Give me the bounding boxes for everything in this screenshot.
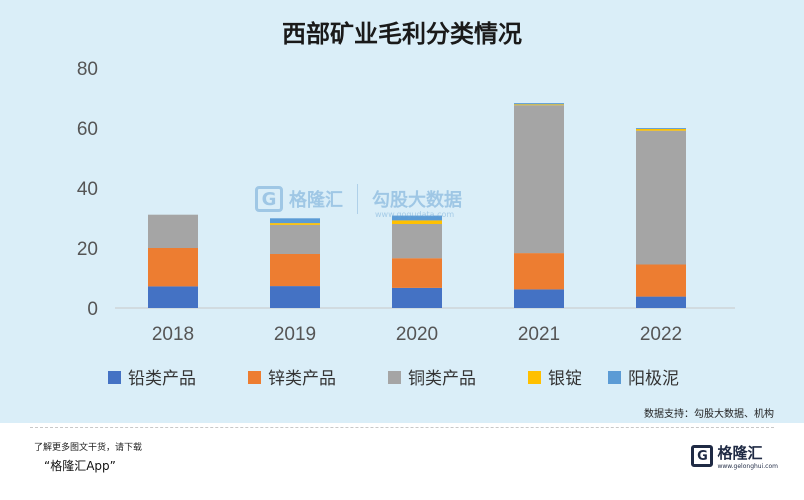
legend-label: 阳极泥 xyxy=(628,369,679,389)
bar-segment xyxy=(514,253,564,290)
bar-segment xyxy=(514,289,564,308)
y-tick-label: 20 xyxy=(77,239,98,260)
y-tick-label: 0 xyxy=(87,299,98,320)
brand-name: 格隆汇 xyxy=(717,444,763,462)
brand: G 格隆汇 www.gelonghui.com xyxy=(691,442,778,470)
legend-label: 铅类产品 xyxy=(128,369,196,389)
watermark-url: www.gogudata.com xyxy=(375,210,455,219)
bar-segment xyxy=(270,218,320,224)
legend-swatch xyxy=(388,371,401,384)
legend-label: 铜类产品 xyxy=(408,369,476,389)
legend-swatch xyxy=(248,371,261,384)
bar-segment xyxy=(148,286,198,308)
x-tick-label: 2022 xyxy=(640,324,682,345)
bar-segment xyxy=(392,215,442,221)
bar-segment xyxy=(514,105,564,254)
watermark: G 格隆汇 勾股大数据 xyxy=(255,184,462,214)
bar-segment xyxy=(636,130,686,265)
bar-segment xyxy=(270,254,320,287)
y-tick-label: 40 xyxy=(77,179,98,200)
watermark-logo-icon: G xyxy=(255,186,283,212)
x-tick-label: 2020 xyxy=(396,324,438,345)
bar-segment xyxy=(636,264,686,297)
legend-swatch xyxy=(608,371,621,384)
bar-segment xyxy=(636,128,686,129)
bar-segment xyxy=(392,258,442,288)
footer-app-name: “格隆汇App” xyxy=(44,459,116,473)
bar-segment xyxy=(514,103,564,105)
bar-segment xyxy=(270,224,320,254)
brand-logo-icon: G xyxy=(691,445,714,467)
watermark-name: 格隆汇 xyxy=(289,190,343,211)
bar-segment xyxy=(636,296,686,308)
footer-hint: 了解更多图文干货，请下载 xyxy=(34,443,143,453)
bar-segment xyxy=(636,128,686,131)
x-tick-label: 2021 xyxy=(518,324,560,345)
legend-label: 银锭 xyxy=(548,369,582,389)
data-source: 数据支持：勾股大数据、机构 xyxy=(644,409,774,420)
footer-divider xyxy=(30,427,774,428)
stacked-bar-chart: 0 20 40 60 80 2018 2019 2020 2021 2022 铅类产品 锌类产品 铜类产… xyxy=(77,59,735,389)
bar-segment xyxy=(514,104,564,106)
bar-segment xyxy=(270,223,320,225)
x-tick-label: 2018 xyxy=(152,324,194,345)
chart-title: 西部矿业毛利分类情况 xyxy=(282,20,522,48)
watermark-separator xyxy=(357,184,358,214)
watermark-text: 勾股大数据 xyxy=(372,190,462,211)
bar-segment xyxy=(148,248,198,287)
x-tick-label: 2019 xyxy=(274,324,316,345)
bar-segment xyxy=(392,224,442,259)
legend-swatch xyxy=(528,371,541,384)
y-tick-label: 60 xyxy=(77,119,98,140)
bar-segment xyxy=(148,214,198,248)
brand-url: www.gelonghui.com xyxy=(717,463,778,470)
y-tick-label: 80 xyxy=(77,59,98,80)
legend-label: 锌类产品 xyxy=(268,369,336,389)
legend-swatch xyxy=(108,371,121,384)
bar-segment xyxy=(392,220,442,224)
bar-segment xyxy=(270,286,320,308)
bar-segment xyxy=(392,287,442,308)
